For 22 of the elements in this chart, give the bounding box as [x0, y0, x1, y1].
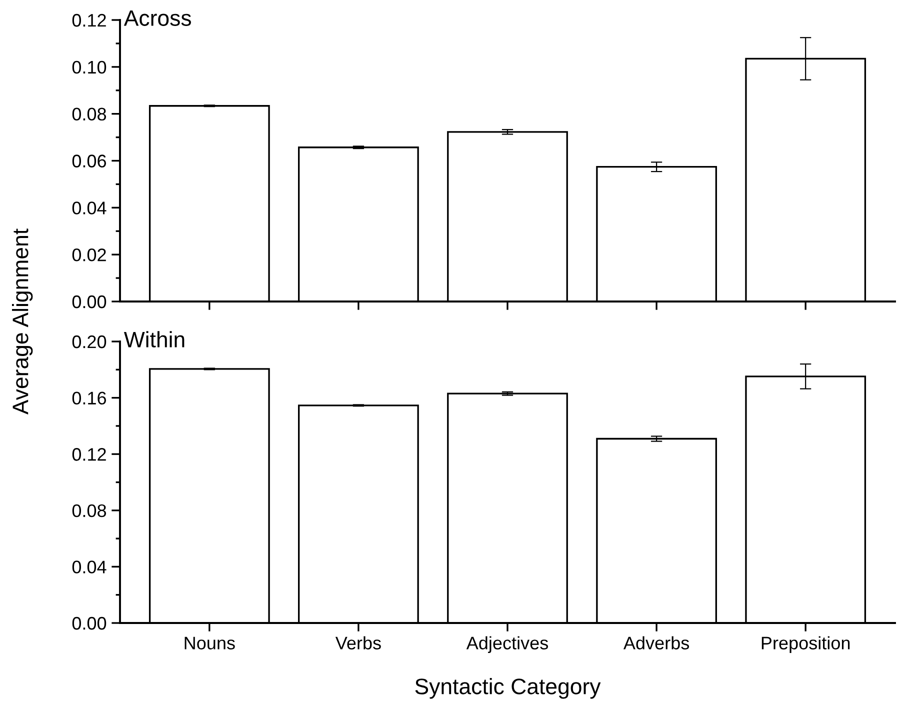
x-tick-label: Adverbs: [623, 636, 690, 650]
y-tick-label: 0.12: [72, 448, 106, 461]
x-tick-label: Adjectives: [466, 636, 548, 654]
y-tick-label: 0.02: [72, 248, 106, 262]
annotation: Across: [124, 10, 191, 26]
y-tick-label: 0.16: [72, 392, 106, 405]
y-tick-label: 0.08: [72, 108, 106, 121]
y-tick-label: 0.00: [72, 616, 106, 630]
y-tick-label: 0.08: [72, 504, 106, 518]
y-tick-label: 0.06: [72, 154, 106, 168]
y-tick-label: 0.00: [72, 295, 106, 308]
y-tick-label: 0.04: [72, 560, 106, 574]
x-tick-label: Nouns: [184, 636, 235, 650]
y-tick-label: 0.20: [72, 335, 106, 348]
y-tick-label: 0.12: [72, 14, 106, 27]
y-tick-label: 0.04: [72, 202, 106, 214]
y-axis-title: Average Alignment: [12, 228, 33, 415]
x-axis-title: Syntactic Category: [415, 678, 601, 699]
x-tick-label: Preposition: [762, 636, 850, 654]
x-tick-label: Verbs: [335, 636, 381, 650]
annotation: Within: [124, 331, 184, 348]
y-tick-label: 0.10: [72, 60, 106, 74]
